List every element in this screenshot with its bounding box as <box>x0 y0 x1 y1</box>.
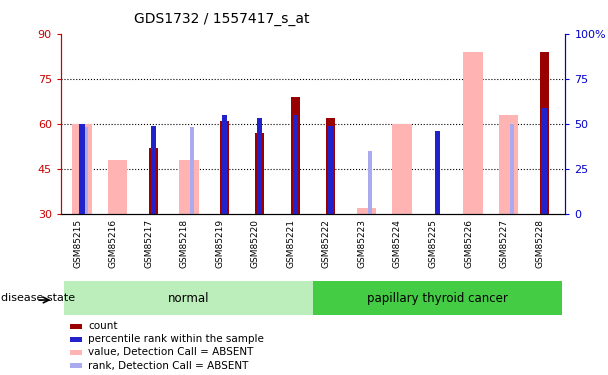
Bar <box>83 128 88 214</box>
Bar <box>368 151 372 214</box>
Bar <box>72 124 92 214</box>
Bar <box>463 52 483 214</box>
Text: GSM85227: GSM85227 <box>500 219 508 268</box>
Bar <box>435 131 440 214</box>
Text: GSM85225: GSM85225 <box>429 219 438 268</box>
Bar <box>291 97 300 214</box>
Text: normal: normal <box>168 292 210 304</box>
Bar <box>64 281 313 315</box>
Bar <box>392 124 412 214</box>
Bar <box>257 118 263 214</box>
Bar <box>255 133 264 214</box>
Bar <box>357 208 376 214</box>
Bar <box>179 160 198 214</box>
Bar <box>499 115 519 214</box>
Text: papillary thyroid cancer: papillary thyroid cancer <box>367 292 508 304</box>
Bar <box>326 118 336 214</box>
Bar <box>108 160 128 214</box>
Text: value, Detection Call = ABSENT: value, Detection Call = ABSENT <box>88 348 254 357</box>
Text: GSM85223: GSM85223 <box>358 219 367 268</box>
Text: GSM85221: GSM85221 <box>286 219 295 268</box>
Bar <box>220 121 229 214</box>
Bar <box>190 128 195 214</box>
Text: GSM85217: GSM85217 <box>144 219 153 268</box>
Bar <box>540 52 548 214</box>
Bar <box>510 124 514 214</box>
Bar <box>313 281 562 315</box>
Text: GSM85226: GSM85226 <box>464 219 473 268</box>
Text: GSM85228: GSM85228 <box>535 219 544 268</box>
Text: GSM85224: GSM85224 <box>393 219 402 268</box>
Text: count: count <box>88 321 118 331</box>
Bar <box>542 108 547 214</box>
Text: rank, Detection Call = ABSENT: rank, Detection Call = ABSENT <box>88 361 249 370</box>
Bar <box>149 148 157 214</box>
Bar <box>221 115 227 214</box>
Bar <box>328 126 334 214</box>
Text: GDS1732 / 1557417_s_at: GDS1732 / 1557417_s_at <box>134 12 309 26</box>
Text: GSM85216: GSM85216 <box>109 219 118 268</box>
Text: GSM85220: GSM85220 <box>251 219 260 268</box>
Text: GSM85219: GSM85219 <box>215 219 224 268</box>
Bar <box>292 115 298 214</box>
Text: percentile rank within the sample: percentile rank within the sample <box>88 334 264 344</box>
Text: disease state: disease state <box>1 293 75 303</box>
Text: GSM85218: GSM85218 <box>180 219 188 268</box>
Text: GSM85215: GSM85215 <box>73 219 82 268</box>
Text: GSM85222: GSM85222 <box>322 219 331 268</box>
Bar <box>80 124 85 214</box>
Bar <box>151 126 156 214</box>
